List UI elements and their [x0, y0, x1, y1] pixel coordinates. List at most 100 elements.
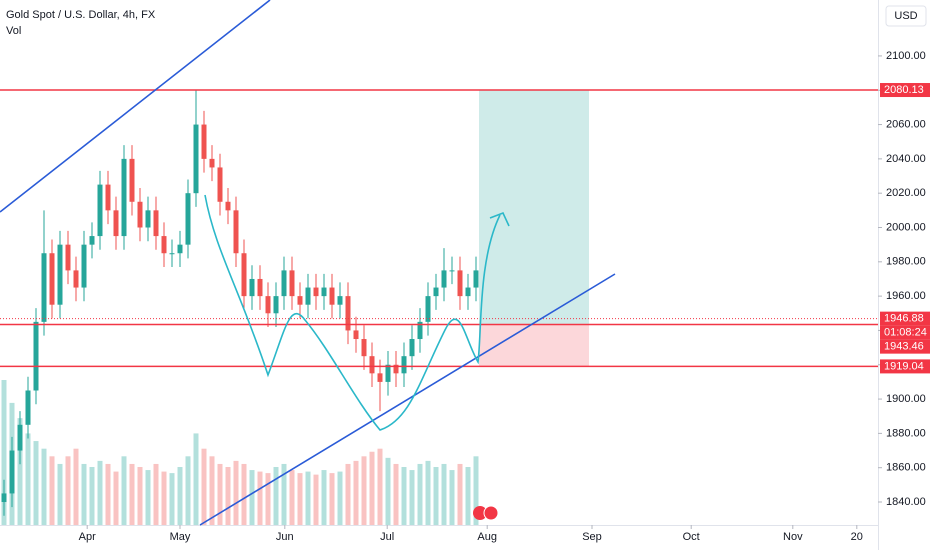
y-tick-label: 2060.00: [886, 118, 926, 130]
candle-body: [177, 244, 183, 254]
volume-bar: [249, 470, 255, 525]
y-tick-label: 1900.00: [886, 393, 926, 405]
y-tick-label: 1880.00: [886, 427, 926, 439]
candle-body: [9, 450, 15, 494]
candle-body: [345, 296, 351, 331]
x-tick-label: Jul: [380, 531, 394, 543]
volume-bar: [273, 467, 279, 525]
last-price-label: 1946.88: [884, 313, 924, 325]
x-tick-label: Oct: [683, 531, 700, 543]
volume-bar: [89, 467, 95, 525]
target-label: 2080.13: [884, 84, 924, 96]
candle-body: [321, 287, 327, 297]
volume-bar: [153, 463, 159, 525]
volume-bar: [265, 473, 271, 525]
volume-bar: [201, 448, 207, 525]
currency: USD: [894, 10, 917, 22]
candle-body: [289, 270, 295, 297]
candle-body: [121, 158, 127, 237]
candle-body: [385, 364, 391, 382]
candle-body: [313, 287, 319, 297]
y-tick-label: 2020.00: [886, 187, 926, 199]
volume-bar: [369, 451, 375, 525]
candle-body: [161, 236, 167, 254]
volume-bar: [41, 448, 47, 525]
candle-body: [449, 270, 455, 272]
candle-body: [265, 296, 271, 314]
event-icon: [473, 506, 487, 520]
volume-bar: [441, 463, 447, 525]
candle-body: [353, 330, 359, 340]
candle-body: [73, 270, 79, 288]
candle-body: [193, 124, 199, 194]
volume-bar: [457, 463, 463, 525]
volume-bar: [329, 473, 335, 525]
x-tick-label: Sep: [582, 531, 602, 543]
candle-body: [153, 210, 159, 237]
candle-body: [201, 124, 207, 159]
volume-bar: [49, 456, 55, 525]
volume-bar: [433, 467, 439, 525]
candle-body: [89, 236, 95, 245]
x-tick-label: Nov: [783, 531, 803, 543]
candle-body: [465, 287, 471, 297]
volume-bar: [313, 474, 319, 525]
candle-body: [281, 270, 287, 297]
candle-body: [393, 364, 399, 374]
candle-body: [65, 244, 71, 271]
currency-button[interactable]: [885, 5, 927, 27]
candle-body: [113, 210, 119, 237]
volume-bar: [169, 473, 175, 525]
candle-body: [33, 321, 39, 391]
volume-bar: [113, 471, 119, 525]
chart-title: Gold Spot / U.S. Dollar, 4h, FX: [6, 9, 156, 21]
volume-bar: [465, 467, 471, 525]
candle-body: [49, 253, 55, 305]
y-tick-label: 1860.00: [886, 462, 926, 474]
volume-bar: [105, 463, 111, 525]
volume-bar: [409, 470, 415, 525]
y-tick-label: 1960.00: [886, 290, 926, 302]
volume-bar: [449, 470, 455, 525]
y-tick-label: 2100.00: [886, 50, 926, 62]
volume-bar: [161, 471, 167, 525]
countdown-label: 01:08:24: [884, 327, 927, 339]
volume-bar: [25, 433, 31, 525]
volume-bar: [225, 467, 231, 525]
x-tick-label: May: [170, 531, 191, 543]
volume-bar: [401, 467, 407, 525]
x-tick-label: Jun: [276, 531, 294, 543]
candle-body: [233, 210, 239, 254]
candle-body: [409, 339, 415, 357]
volume-bar: [217, 463, 223, 525]
candle-body: [209, 158, 215, 168]
volume-bar: [353, 460, 359, 525]
x-tick-label: Aug: [477, 531, 497, 543]
volume-bar: [129, 463, 135, 525]
volume-bar: [33, 441, 39, 525]
trend-line: [199, 273, 616, 526]
volume-bar: [257, 471, 263, 525]
hand-drawing: [204, 194, 510, 431]
volume-bar: [209, 456, 215, 525]
candle-body: [105, 184, 111, 211]
volume-bar: [377, 448, 383, 525]
volume-bar: [321, 470, 327, 525]
trend-line: [0, 0, 271, 213]
candle-body: [17, 424, 23, 451]
volume-bar: [385, 457, 391, 525]
volume-bar: [289, 470, 295, 525]
volume-bar: [193, 433, 199, 525]
candle-body: [377, 373, 383, 382]
y-tick-label: 1840.00: [886, 496, 926, 508]
candle-body: [145, 210, 151, 228]
indicator-label: Vol: [6, 25, 21, 37]
entry-label: 1943.46: [884, 341, 924, 353]
candle-body: [81, 244, 87, 288]
candle-body: [297, 296, 303, 305]
candle-body: [129, 158, 135, 202]
volume-bar: [241, 463, 247, 525]
volume-bar: [281, 463, 287, 525]
